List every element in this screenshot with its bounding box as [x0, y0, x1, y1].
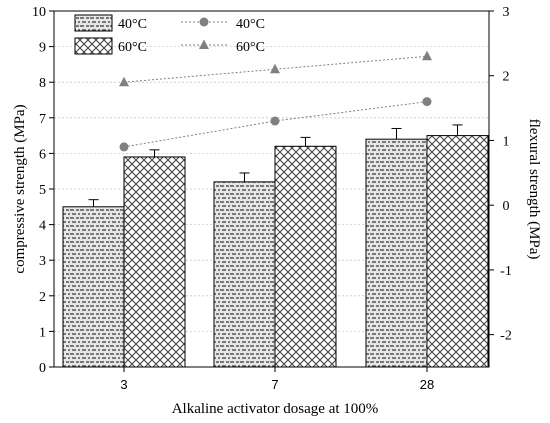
y-tick-label: 0 [39, 361, 46, 376]
line-point [199, 39, 209, 49]
line-point [119, 76, 129, 87]
y-tick-label: 7 [39, 112, 46, 127]
y-right-tick-label: 3 [503, 5, 510, 20]
line-point [422, 50, 432, 61]
y-right-tick-label: 1 [503, 134, 510, 149]
legend: 40°C 60°C 40°C 60°C [74, 14, 265, 55]
series-line [123, 55, 428, 83]
flexural-lines [119, 50, 432, 152]
bar [365, 138, 428, 368]
y-right-tick-label: -2 [500, 329, 512, 344]
bar [62, 206, 125, 368]
legend-label: 40°C [236, 17, 265, 32]
line-point [270, 63, 280, 74]
x-tick-label: 3 [120, 377, 127, 392]
right-axis: -2 -1 0 1 2 3 [489, 5, 512, 344]
y-tick-label: 4 [39, 219, 46, 234]
x-axis: 3 7 28 [120, 367, 434, 392]
line-point [199, 17, 209, 27]
y-axis-title: compressive strength (MPa) [12, 104, 28, 273]
bar [274, 145, 337, 368]
legend-label: 60°C [236, 40, 265, 55]
y-tick-label: 10 [32, 5, 46, 20]
y-right-tick-label: 0 [503, 199, 510, 214]
y-tick-label: 1 [39, 325, 46, 340]
y-tick-label: 3 [39, 254, 46, 269]
legend-swatch [74, 14, 113, 32]
y-tick-label: 9 [39, 41, 46, 56]
y-tick-label: 2 [39, 290, 46, 305]
y-right-tick-label: 2 [503, 70, 510, 85]
legend-swatch [74, 37, 113, 55]
bars [62, 124, 489, 368]
line-point [422, 97, 432, 107]
y-tick-label: 6 [39, 147, 46, 162]
legend-label: 60°C [118, 40, 147, 55]
line-point [119, 142, 129, 152]
bar [123, 156, 186, 368]
y-tick-label: 8 [39, 76, 46, 91]
left-axis: 0 1 2 3 4 5 6 7 8 9 10 [32, 5, 54, 376]
y-right-tick-label: -1 [500, 264, 512, 279]
x-axis-title: Alkaline activator dosage at 100% [172, 401, 379, 417]
line-point [270, 116, 280, 126]
y-tick-label: 5 [39, 183, 46, 198]
bar [426, 135, 489, 368]
legend-label: 40°C [118, 17, 147, 32]
x-tick-label: 7 [271, 377, 278, 392]
y-axis-right-title: flexural strength (MPa) [526, 119, 542, 260]
x-tick-label: 28 [420, 377, 434, 392]
bar [213, 181, 276, 368]
